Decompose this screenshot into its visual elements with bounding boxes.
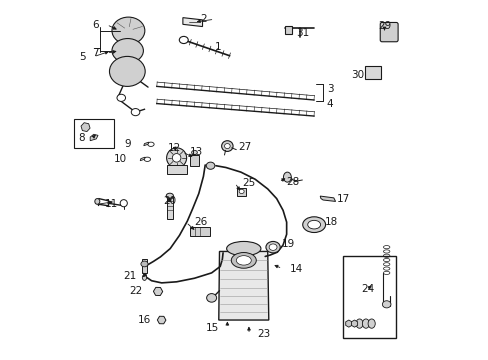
Ellipse shape [355, 319, 363, 328]
Ellipse shape [142, 275, 146, 280]
Text: 19: 19 [282, 239, 295, 249]
Ellipse shape [206, 162, 214, 169]
Text: 4: 4 [326, 99, 333, 109]
Ellipse shape [109, 57, 145, 86]
Text: 17: 17 [336, 194, 349, 203]
Text: 20: 20 [163, 197, 176, 206]
Ellipse shape [367, 319, 374, 328]
Text: 30: 30 [350, 69, 364, 80]
Text: 13: 13 [190, 147, 203, 157]
Ellipse shape [95, 199, 100, 204]
Text: 18: 18 [324, 217, 337, 227]
Polygon shape [320, 196, 335, 202]
Text: 15: 15 [206, 323, 219, 333]
Ellipse shape [141, 261, 148, 267]
Text: 9: 9 [124, 139, 131, 149]
Text: 31: 31 [295, 28, 308, 38]
Text: 29: 29 [377, 21, 390, 31]
Polygon shape [90, 134, 98, 141]
Bar [284, 26, 291, 33]
Ellipse shape [307, 220, 320, 229]
FancyBboxPatch shape [380, 22, 397, 42]
Polygon shape [140, 157, 145, 161]
Text: 12: 12 [168, 143, 181, 153]
Bar [190, 156, 199, 166]
Text: 8: 8 [78, 133, 84, 143]
Ellipse shape [268, 244, 276, 250]
Text: 1: 1 [215, 42, 222, 52]
Polygon shape [218, 251, 268, 320]
Text: 27: 27 [238, 142, 251, 152]
Text: 2: 2 [200, 14, 206, 24]
Bar [142, 259, 147, 273]
Ellipse shape [147, 142, 154, 147]
Ellipse shape [166, 148, 186, 168]
FancyBboxPatch shape [364, 66, 381, 79]
Bar [166, 197, 172, 219]
Text: 16: 16 [138, 315, 151, 325]
Text: 24: 24 [360, 284, 374, 294]
Text: 22: 22 [129, 287, 142, 296]
Ellipse shape [302, 217, 325, 233]
Ellipse shape [226, 242, 261, 256]
Ellipse shape [112, 17, 144, 44]
Ellipse shape [117, 94, 125, 102]
Ellipse shape [131, 109, 140, 116]
Ellipse shape [236, 256, 251, 265]
Ellipse shape [166, 194, 173, 199]
Ellipse shape [144, 157, 150, 161]
Polygon shape [183, 18, 202, 27]
Ellipse shape [265, 242, 280, 253]
Text: 10: 10 [114, 154, 127, 164]
Bar [190, 227, 209, 237]
Ellipse shape [382, 301, 390, 308]
Polygon shape [143, 142, 148, 146]
Text: 23: 23 [257, 329, 270, 339]
Ellipse shape [283, 172, 291, 182]
Text: 7: 7 [92, 48, 99, 58]
Ellipse shape [231, 252, 256, 268]
Ellipse shape [112, 39, 143, 63]
Bar [237, 188, 246, 196]
Ellipse shape [172, 154, 181, 162]
Ellipse shape [221, 141, 233, 152]
Text: 11: 11 [105, 199, 118, 209]
Text: 14: 14 [290, 264, 303, 274]
Ellipse shape [362, 319, 369, 328]
Text: 5: 5 [79, 52, 85, 62]
Text: 6: 6 [92, 19, 99, 30]
Text: 28: 28 [286, 177, 299, 187]
Bar [342, 256, 395, 338]
Bar [166, 165, 186, 174]
Ellipse shape [166, 193, 173, 198]
Text: 3: 3 [326, 84, 333, 94]
Text: 26: 26 [193, 217, 206, 227]
Ellipse shape [239, 189, 244, 194]
Ellipse shape [224, 144, 230, 149]
Text: 21: 21 [123, 271, 136, 281]
Ellipse shape [191, 150, 197, 155]
Ellipse shape [179, 36, 188, 44]
Text: 25: 25 [242, 178, 255, 188]
Ellipse shape [120, 200, 127, 207]
Ellipse shape [206, 294, 216, 302]
Bar [74, 118, 114, 148]
